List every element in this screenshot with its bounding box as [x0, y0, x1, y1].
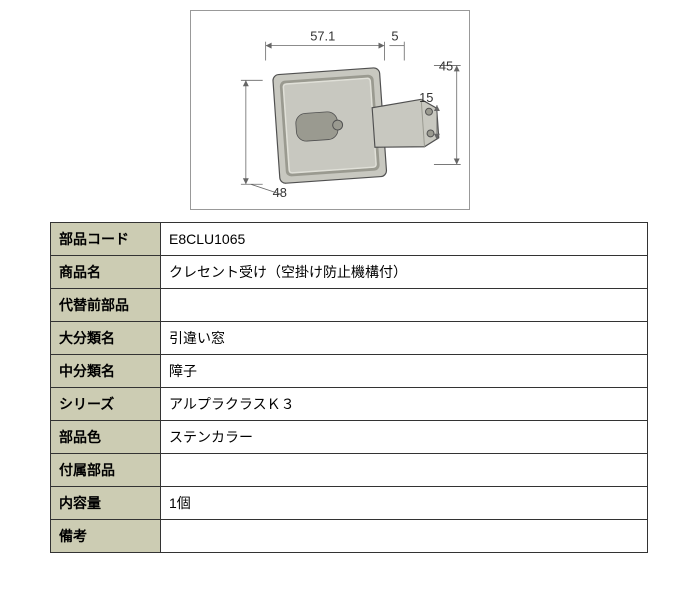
spec-label: 備考: [51, 520, 161, 553]
spec-row: 部品色ステンカラー: [51, 421, 648, 454]
spec-value: 引違い窓: [161, 322, 648, 355]
spec-row: 内容量1個: [51, 487, 648, 520]
svg-text:45: 45: [439, 58, 453, 73]
spec-value: アルプラクラスＫ３: [161, 388, 648, 421]
spec-row: 付属部品: [51, 454, 648, 487]
technical-diagram: 57.15451548: [190, 10, 470, 210]
part-drawing-svg: 57.15451548: [191, 11, 469, 209]
spec-value: ステンカラー: [161, 421, 648, 454]
spec-row: 代替前部品: [51, 289, 648, 322]
spec-value: 障子: [161, 355, 648, 388]
spec-label: シリーズ: [51, 388, 161, 421]
svg-text:5: 5: [391, 29, 398, 44]
spec-row: 商品名クレセント受け（空掛け防止機構付）: [51, 256, 648, 289]
spec-label: 代替前部品: [51, 289, 161, 322]
svg-text:57.1: 57.1: [310, 29, 335, 44]
spec-value: クレセント受け（空掛け防止機構付）: [161, 256, 648, 289]
spec-label: 部品色: [51, 421, 161, 454]
spec-label: 内容量: [51, 487, 161, 520]
svg-text:15: 15: [419, 90, 433, 105]
spec-value: [161, 520, 648, 553]
spec-label: 付属部品: [51, 454, 161, 487]
spec-row: 部品コードE8CLU1065: [51, 223, 648, 256]
spec-label: 中分類名: [51, 355, 161, 388]
spec-label: 部品コード: [51, 223, 161, 256]
spec-row: 大分類名引違い窓: [51, 322, 648, 355]
spec-value: [161, 454, 648, 487]
spec-row: シリーズアルプラクラスＫ３: [51, 388, 648, 421]
spec-value: [161, 289, 648, 322]
spec-label: 大分類名: [51, 322, 161, 355]
spec-row: 中分類名障子: [51, 355, 648, 388]
spec-value: 1個: [161, 487, 648, 520]
spec-value: E8CLU1065: [161, 223, 648, 256]
spec-table: 部品コードE8CLU1065商品名クレセント受け（空掛け防止機構付）代替前部品大…: [50, 222, 648, 553]
spec-row: 備考: [51, 520, 648, 553]
spec-label: 商品名: [51, 256, 161, 289]
